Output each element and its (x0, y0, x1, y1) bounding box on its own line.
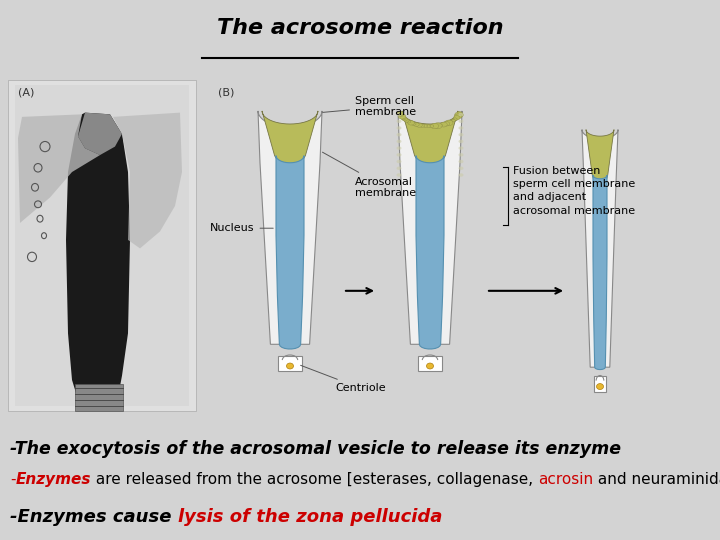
Ellipse shape (454, 112, 464, 118)
Ellipse shape (439, 124, 442, 126)
Bar (594, 376, 606, 392)
Ellipse shape (454, 114, 462, 119)
Text: The acrosome reaction: The acrosome reaction (217, 18, 503, 38)
Text: and neuraminidase]: and neuraminidase] (593, 472, 720, 487)
Ellipse shape (459, 160, 464, 163)
Ellipse shape (397, 113, 402, 116)
Polygon shape (416, 156, 444, 349)
Polygon shape (582, 130, 618, 367)
Bar (15, 85, 189, 406)
Ellipse shape (397, 146, 402, 150)
Ellipse shape (402, 118, 408, 121)
Ellipse shape (454, 116, 460, 120)
Ellipse shape (459, 140, 464, 143)
Ellipse shape (397, 140, 402, 143)
Ellipse shape (405, 119, 409, 122)
Ellipse shape (397, 173, 402, 177)
Ellipse shape (397, 133, 402, 137)
Ellipse shape (426, 363, 433, 369)
Text: Centriole: Centriole (300, 365, 386, 393)
Text: Fusion between
sperm cell membrane
and adjacent
acrosomal membrane: Fusion between sperm cell membrane and a… (513, 166, 635, 215)
Ellipse shape (397, 111, 403, 116)
Text: -Enzymes cause: -Enzymes cause (10, 508, 178, 526)
Ellipse shape (426, 125, 431, 127)
Ellipse shape (459, 119, 464, 123)
Ellipse shape (429, 125, 433, 127)
Ellipse shape (408, 120, 415, 125)
Ellipse shape (453, 118, 457, 120)
Ellipse shape (596, 383, 603, 389)
Ellipse shape (459, 173, 464, 177)
Bar (8, 80, 196, 411)
Ellipse shape (440, 122, 447, 127)
Ellipse shape (397, 160, 402, 163)
Polygon shape (78, 113, 122, 155)
Ellipse shape (457, 112, 462, 115)
Polygon shape (586, 130, 614, 190)
Text: acrosin: acrosin (538, 472, 593, 487)
Ellipse shape (431, 123, 438, 129)
Polygon shape (113, 113, 182, 248)
Ellipse shape (399, 113, 403, 116)
Ellipse shape (287, 363, 294, 369)
Bar (418, 356, 442, 371)
Polygon shape (276, 156, 304, 349)
Ellipse shape (413, 123, 419, 126)
Ellipse shape (411, 122, 416, 125)
Text: Nucleus: Nucleus (210, 223, 273, 233)
Polygon shape (262, 111, 318, 170)
Ellipse shape (433, 123, 442, 129)
Ellipse shape (459, 166, 464, 170)
Bar (75, 384, 123, 411)
Text: Acrosomal
membrane: Acrosomal membrane (323, 152, 416, 198)
Text: -: - (10, 472, 16, 487)
Polygon shape (593, 176, 607, 369)
Ellipse shape (407, 120, 410, 123)
Ellipse shape (420, 124, 425, 127)
Text: Enzymes: Enzymes (16, 472, 91, 487)
Ellipse shape (400, 116, 406, 120)
Polygon shape (18, 114, 100, 223)
Text: are released from the acrosome [esterases, collagenase,: are released from the acrosome [esterase… (91, 472, 538, 487)
Text: -The exocytosis of the acrosomal vesicle to release its enzyme: -The exocytosis of the acrosomal vesicle… (10, 440, 621, 457)
Polygon shape (66, 113, 130, 401)
Ellipse shape (459, 146, 464, 150)
Text: Sperm cell
membrane: Sperm cell membrane (323, 96, 416, 118)
Ellipse shape (416, 123, 423, 127)
Ellipse shape (445, 120, 453, 126)
Ellipse shape (398, 114, 406, 119)
Ellipse shape (459, 133, 464, 137)
Text: lysis of the zona pellucida: lysis of the zona pellucida (178, 508, 442, 526)
Ellipse shape (423, 125, 428, 127)
Ellipse shape (397, 166, 402, 170)
Ellipse shape (449, 120, 453, 123)
Ellipse shape (397, 126, 402, 130)
Ellipse shape (459, 113, 464, 116)
Ellipse shape (459, 153, 464, 157)
Ellipse shape (397, 153, 402, 157)
Ellipse shape (443, 122, 450, 126)
Text: (A): (A) (18, 87, 35, 98)
Text: (B): (B) (218, 87, 235, 98)
Bar (278, 356, 302, 371)
Ellipse shape (451, 119, 455, 122)
Ellipse shape (397, 119, 402, 123)
Polygon shape (258, 111, 322, 345)
Ellipse shape (459, 126, 464, 130)
Polygon shape (402, 111, 458, 170)
Polygon shape (398, 111, 462, 345)
